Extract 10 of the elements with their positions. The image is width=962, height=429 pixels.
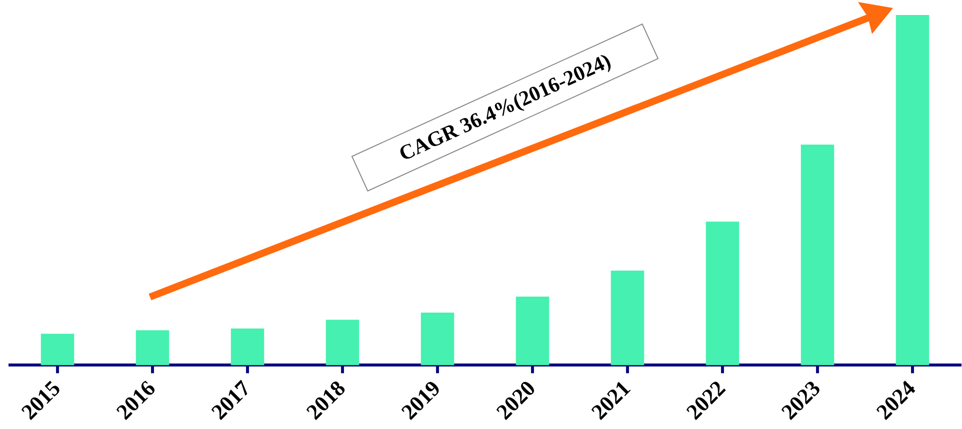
bar bbox=[800, 144, 834, 366]
bar bbox=[326, 320, 360, 366]
bar bbox=[896, 15, 930, 366]
bar bbox=[706, 222, 740, 366]
bar bbox=[136, 330, 170, 366]
bar bbox=[610, 270, 644, 366]
bar bbox=[230, 328, 264, 366]
bar bbox=[40, 334, 74, 366]
bar bbox=[420, 312, 454, 366]
bar bbox=[516, 296, 550, 366]
